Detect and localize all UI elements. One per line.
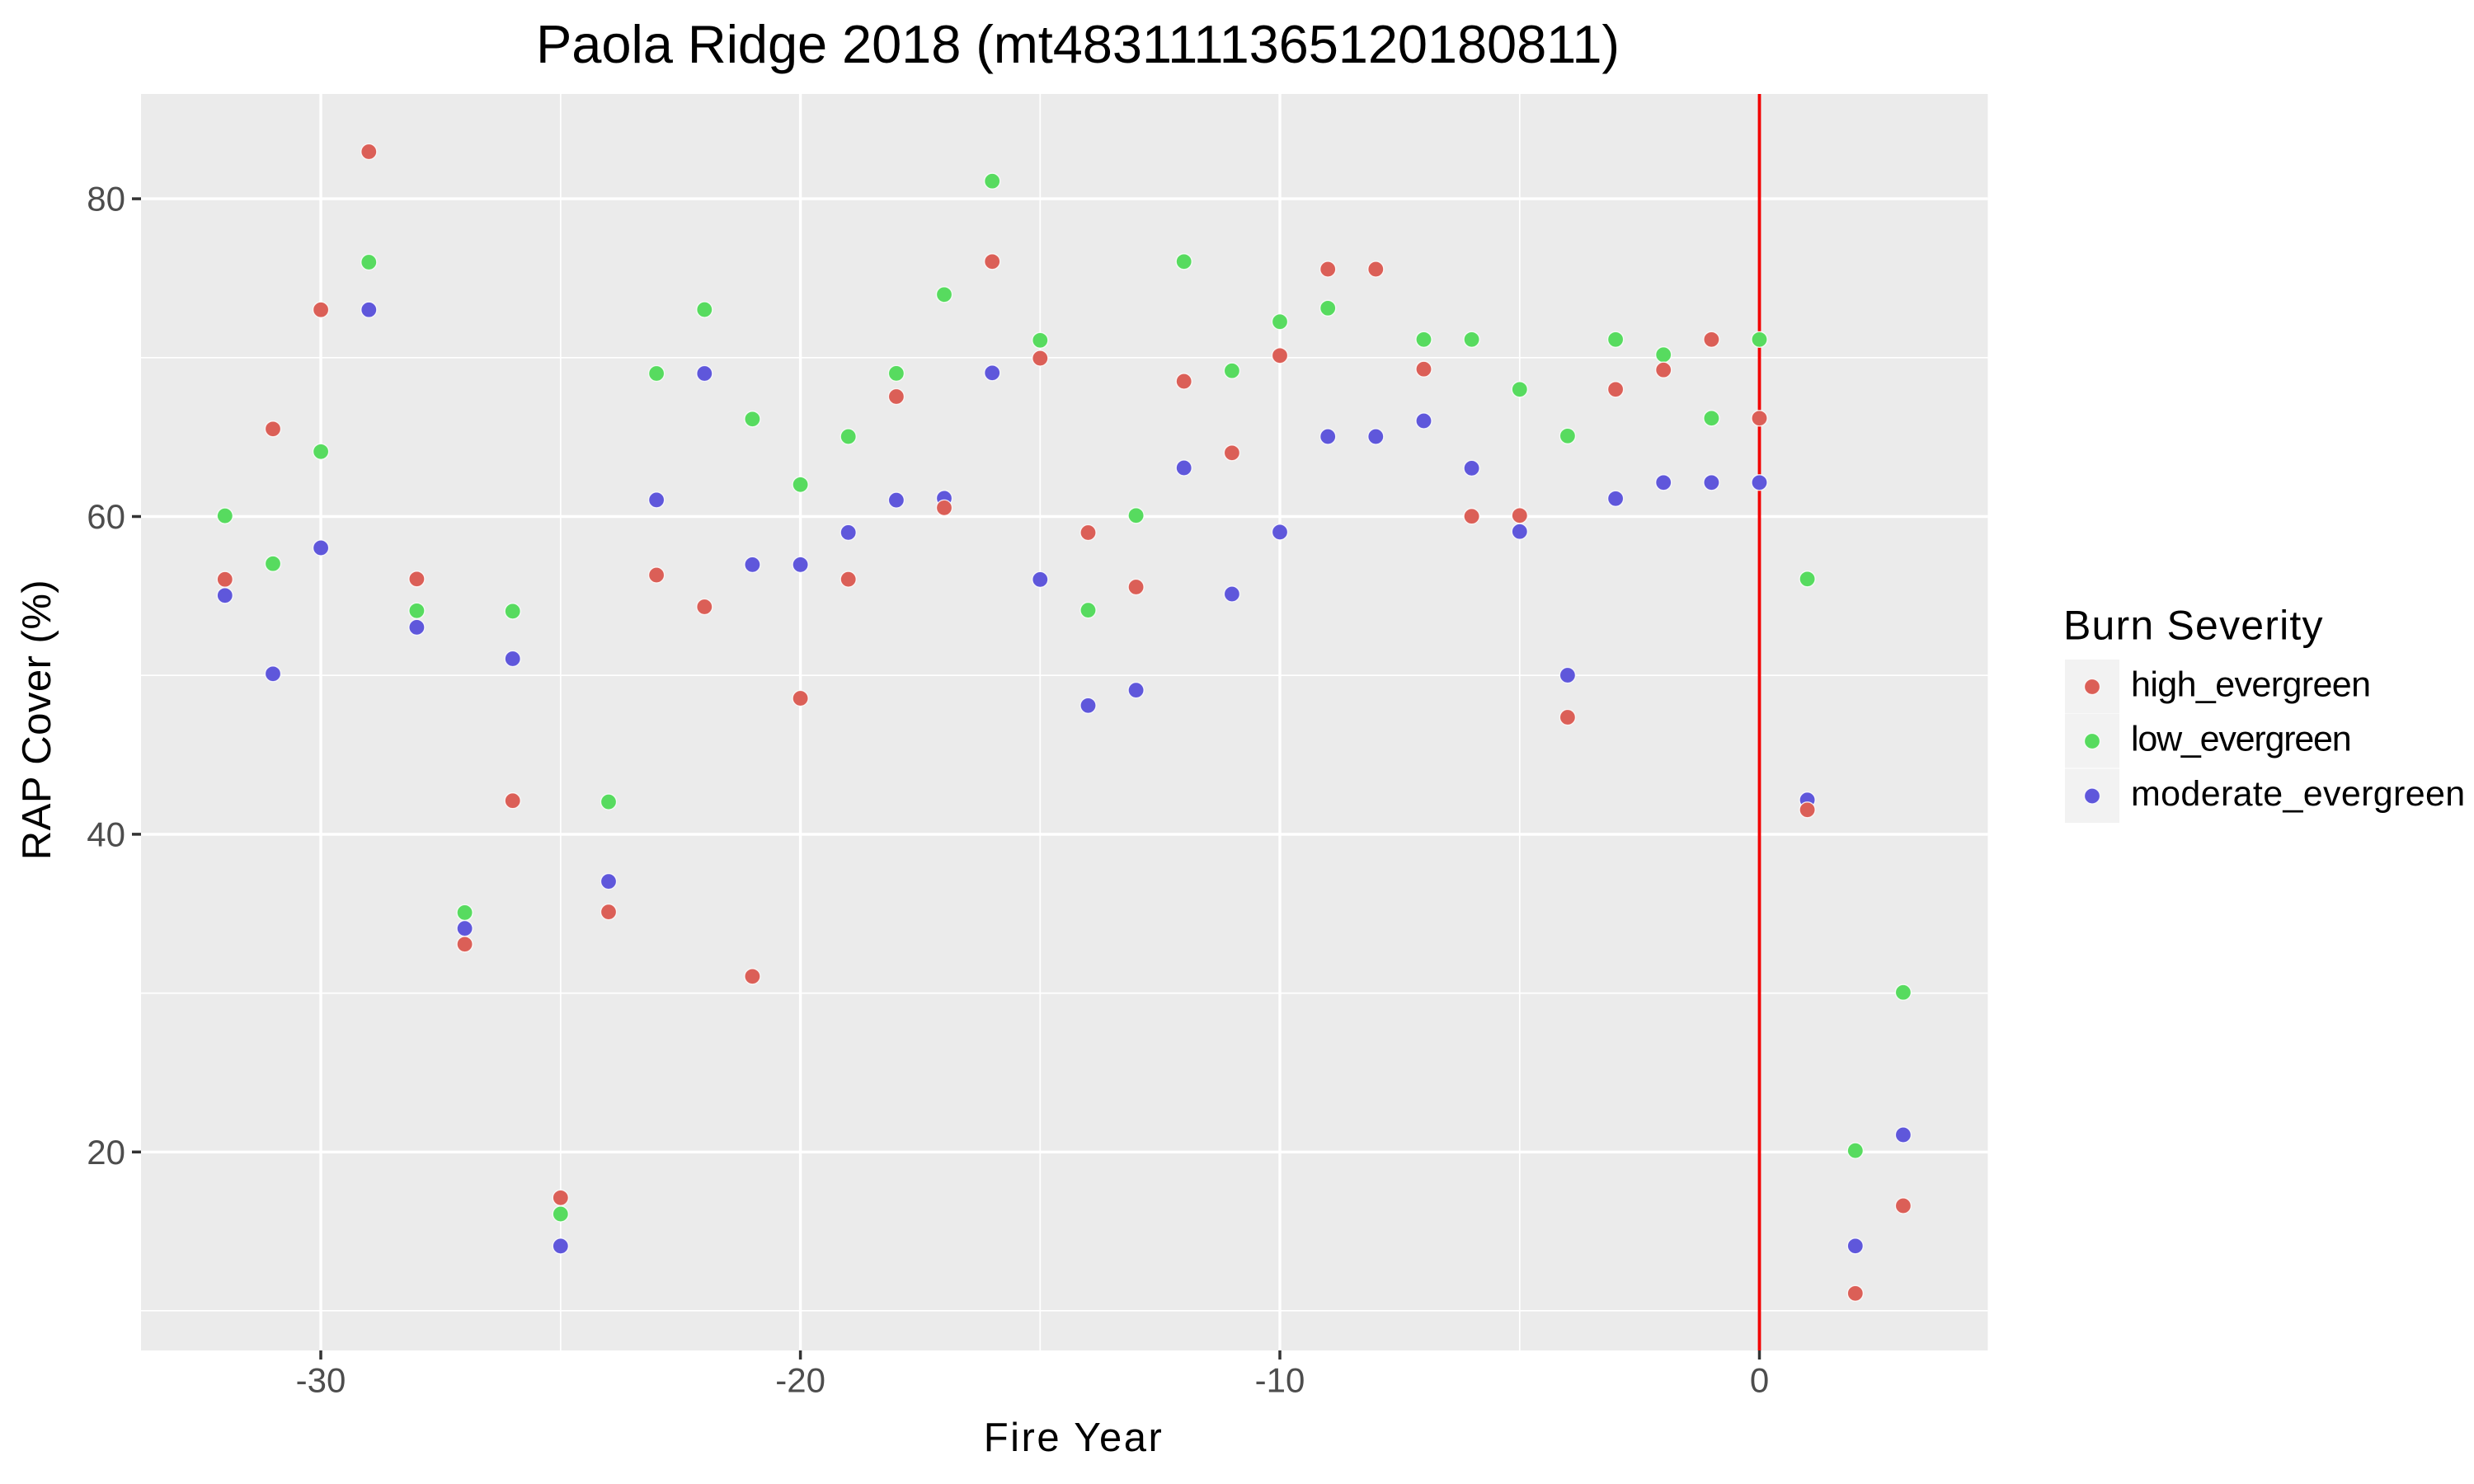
svg-text:80: 80 <box>87 180 125 218</box>
svg-text:RAP Cover (%): RAP Cover (%) <box>15 580 59 861</box>
svg-text:0: 0 <box>1750 1361 1769 1400</box>
svg-text:-30: -30 <box>296 1361 346 1400</box>
svg-text:Paola Ridge 2018 (mt4831111365: Paola Ridge 2018 (mt4831111365120180811) <box>536 14 1620 74</box>
svg-text:low_evergreen: low_evergreen <box>2131 720 2350 759</box>
svg-text:-20: -20 <box>775 1361 825 1400</box>
svg-text:20: 20 <box>87 1133 125 1172</box>
svg-text:Burn Severity: Burn Severity <box>2063 603 2324 649</box>
svg-text:-10: -10 <box>1255 1361 1305 1400</box>
svg-text:moderate_evergreen: moderate_evergreen <box>2131 774 2466 814</box>
svg-text:40: 40 <box>87 815 125 853</box>
svg-text:60: 60 <box>87 497 125 536</box>
svg-text:high_evergreen: high_evergreen <box>2131 665 2370 705</box>
svg-text:Fire Year: Fire Year <box>984 1416 1164 1460</box>
